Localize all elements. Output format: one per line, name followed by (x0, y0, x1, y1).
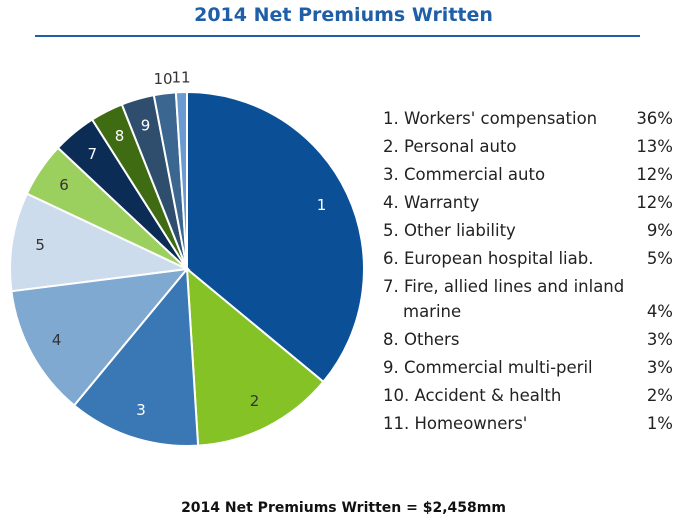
pie-slice (72, 266, 200, 447)
slice-label: 5 (35, 236, 45, 254)
legend-label: 4. Warranty (383, 193, 480, 212)
legend-label: 11. Homeowners' (383, 414, 528, 433)
slice-label: 3 (136, 401, 146, 419)
slice-label: 2 (250, 392, 260, 410)
pie-slice (186, 90, 365, 384)
slice-label: 1 (317, 196, 327, 214)
legend-value: 4% (646, 302, 673, 321)
legend-item: 5. Other liability 9% (383, 218, 673, 243)
legend-value: 36% (636, 109, 673, 128)
legend-value: 1% (646, 414, 673, 433)
legend-item: 6. European hospital liab. 5% (383, 246, 673, 271)
pie-slice (9, 192, 191, 293)
legend-item: 4. Warranty 12% (383, 190, 673, 215)
legend-value: 9% (646, 221, 673, 240)
chart-title: 2014 Net Premiums Written (194, 4, 493, 26)
slice-label: 10 (154, 70, 173, 88)
slice-label: 7 (87, 145, 97, 163)
legend-value: 13% (636, 137, 673, 156)
footnote: 2014 Net Premiums Written = $2,458mm (181, 500, 506, 516)
pie-slice (185, 266, 325, 447)
legend-label: 7. Fire, allied lines and inland marine (383, 277, 625, 321)
legend-label: 9. Commercial multi-peril (383, 358, 593, 377)
legend-item: 8. Others 3% (383, 327, 673, 352)
legend-label: 8. Others (383, 330, 460, 349)
title-rule (35, 35, 640, 37)
legend-item: 9. Commercial multi-peril 3% (383, 355, 673, 380)
legend-item: 2. Personal auto 13% (383, 134, 673, 159)
legend-value: 12% (636, 165, 673, 184)
slice-label: 9 (141, 117, 151, 135)
legend: 1. Workers' compensation 36% 2. Personal a… (383, 106, 673, 439)
legend-value: 2% (646, 386, 673, 405)
legend-value: 12% (636, 193, 673, 212)
legend-value: 5% (646, 249, 673, 268)
legend-label: 1. Workers' compensation (383, 109, 598, 128)
legend-item: 1. Workers' compensation 36% (383, 106, 673, 131)
legend-item: 7. Fire, allied lines and inland marine 4… (383, 274, 673, 324)
legend-value: 3% (646, 358, 673, 377)
legend-item: 3. Commercial auto 12% (383, 162, 673, 187)
slice-label: 11 (171, 69, 190, 87)
legend-label: 5. Other liability (383, 221, 516, 240)
legend-value: 3% (646, 330, 673, 349)
legend-label: 10. Accident & health (383, 386, 562, 405)
legend-label: 3. Commercial auto (383, 165, 546, 184)
pie-slice (174, 90, 188, 270)
slice-label: 8 (115, 127, 125, 145)
slice-label: 4 (52, 331, 62, 349)
legend-label: 2. Personal auto (383, 137, 517, 156)
legend-label: 6. European hospital liab. (383, 249, 594, 268)
pie-slice (10, 267, 190, 407)
legend-item: 10. Accident & health 2% (383, 383, 673, 408)
slice-label: 6 (59, 176, 69, 194)
legend-item: 11. Homeowners' 1% (383, 411, 673, 436)
